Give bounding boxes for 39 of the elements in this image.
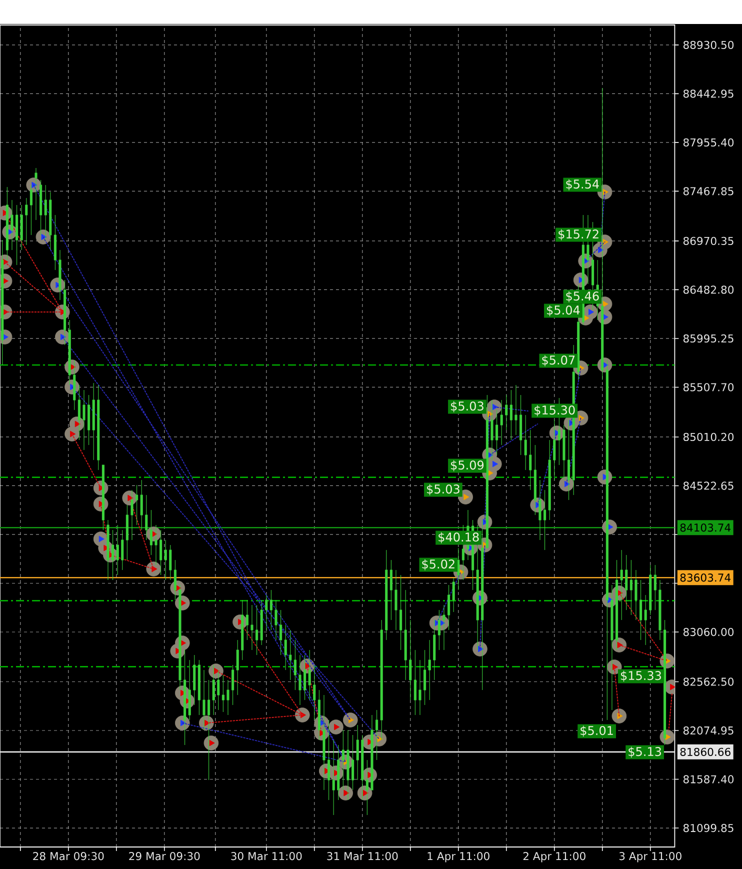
y-tick-label: 86482.80 — [683, 286, 734, 294]
annotation: $15.33 — [620, 670, 661, 682]
annotation: $5.46 — [566, 291, 599, 302]
y-tick-label: 81099.85 — [683, 824, 734, 832]
annotation: $15.72 — [558, 229, 598, 240]
y-tick-label: 84522.65 — [683, 482, 734, 490]
y-tick-label: 85995.25 — [683, 334, 734, 343]
x-tick-label: 29 Mar 09:30 — [129, 852, 200, 860]
y-tick-label: 88442.95 — [683, 90, 734, 98]
annotation: $5.54 — [566, 179, 599, 190]
x-tick-label: 30 Mar 11:00 — [231, 852, 302, 860]
x-tick-label: 3 Apr 11:00 — [619, 852, 682, 862]
y-tick-label: 85010.20 — [683, 432, 734, 442]
annotation: $5.01 — [580, 726, 613, 737]
ref-line-label: 83603.74 — [680, 574, 731, 582]
y-tick-label: 81587.40 — [683, 775, 734, 784]
annotation: $5.03 — [451, 401, 484, 412]
y-tick-label: 83060.00 — [683, 628, 734, 636]
x-tick-label: 1 Apr 11:00 — [428, 852, 490, 862]
annotation: $5.13 — [628, 746, 662, 758]
annotation: $5.04 — [547, 305, 580, 316]
y-tick-label: 82074.95 — [683, 726, 734, 735]
y-tick-label: 88930.50 — [683, 40, 734, 50]
x-tick-label: 2 Apr 11:00 — [523, 852, 586, 862]
x-tick-label: 28 Mar 09:30 — [33, 852, 104, 860]
annotation: $5.09 — [451, 460, 484, 472]
ref-line-label: 84103.74 — [680, 524, 731, 532]
annotation: $5.02 — [422, 559, 454, 570]
ref-line-label: 81860.66 — [680, 748, 730, 756]
y-tick-label: 86970.35 — [683, 236, 734, 246]
y-tick-label: 87955.40 — [683, 138, 734, 147]
y-tick-label: 87467.85 — [683, 187, 734, 196]
x-tick-label: 31 Mar 11:00 — [327, 852, 398, 860]
y-tick-label: 85507.70 — [683, 383, 734, 392]
y-tick-label: 82562.50 — [683, 678, 734, 686]
annotation: $40.18 — [438, 532, 479, 544]
annotation: $5.03 — [427, 484, 460, 496]
annotation: $5.07 — [542, 355, 575, 366]
annotation: $15.30 — [534, 405, 575, 416]
